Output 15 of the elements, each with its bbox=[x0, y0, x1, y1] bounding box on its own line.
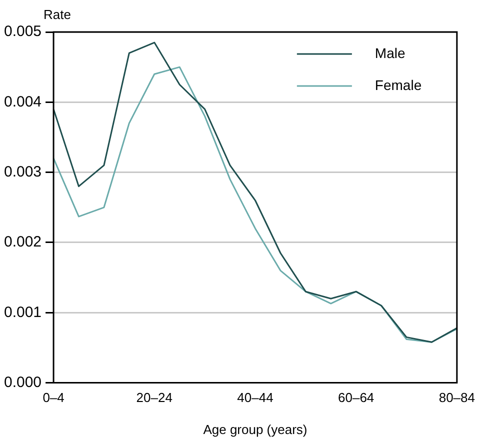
y-tick-label: 0.005 bbox=[4, 23, 42, 40]
legend-label: Male bbox=[374, 44, 406, 61]
x-tick-label: 20–24 bbox=[136, 390, 172, 406]
x-axis-title: Age group (years) bbox=[203, 422, 308, 437]
x-tick-label: 60–64 bbox=[338, 390, 374, 406]
y-tick-label: 0.001 bbox=[4, 304, 42, 321]
x-tick-label: 0–4 bbox=[42, 390, 64, 406]
x-tick-label: 80–84 bbox=[438, 390, 476, 406]
y-tick-label: 0.002 bbox=[4, 234, 42, 251]
y-tick-label: 0.000 bbox=[4, 374, 42, 391]
legend-label: Female bbox=[374, 76, 422, 93]
y-tick-label: 0.003 bbox=[4, 163, 42, 180]
y-tick-label: 0.004 bbox=[4, 93, 42, 110]
y-axis-title: Rate bbox=[44, 7, 72, 22]
x-tick-label: 40–44 bbox=[237, 390, 274, 406]
